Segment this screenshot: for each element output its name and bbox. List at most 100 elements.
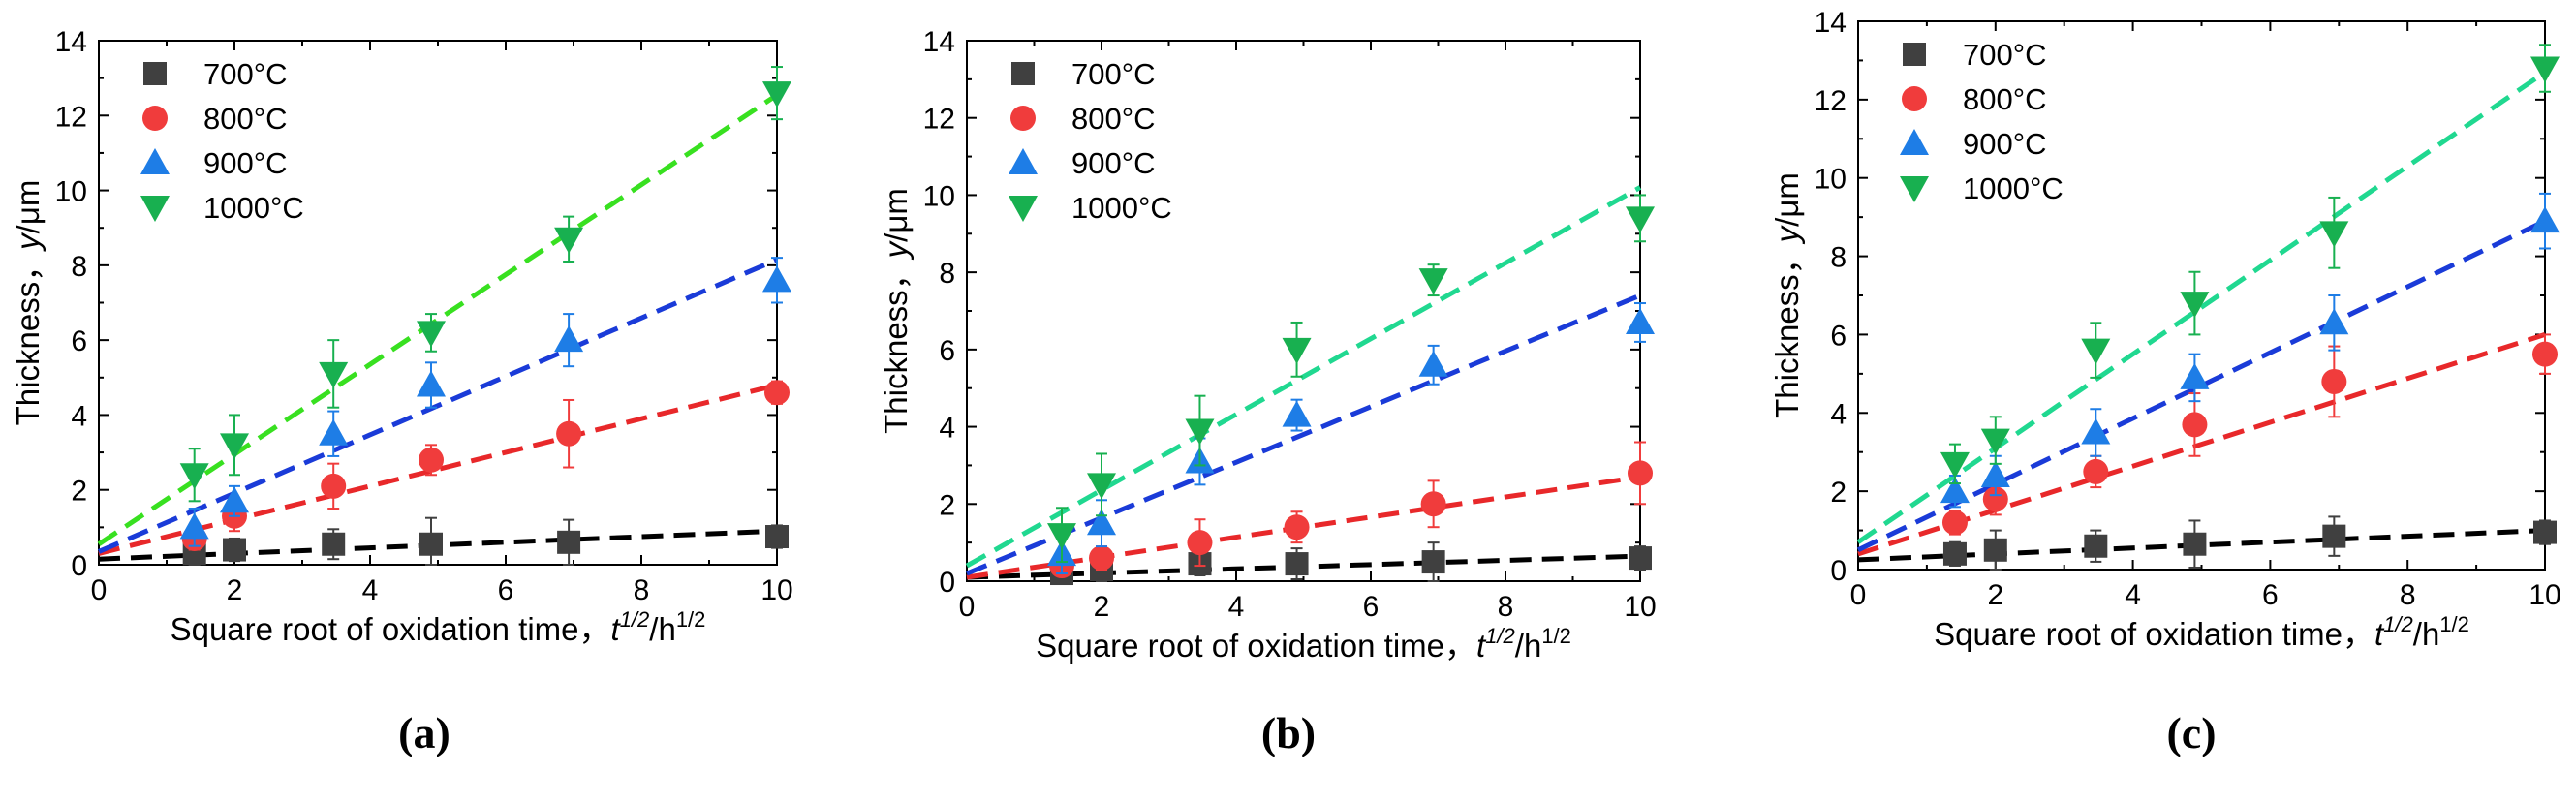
data-point-900 bbox=[417, 370, 446, 397]
y-axis-title-var: y bbox=[878, 239, 914, 260]
x-axis-title-var: t bbox=[1476, 628, 1487, 664]
fit-line-700 bbox=[1857, 528, 2546, 563]
y-tick-label: 2 bbox=[71, 476, 87, 508]
y-tick-label: 10 bbox=[1815, 164, 1847, 196]
x-axis-title: Square root of oxidation time，t1/2/h1/2 bbox=[1036, 624, 1571, 664]
data-point-900 bbox=[762, 265, 791, 293]
data-point-700 bbox=[419, 532, 443, 556]
panel-label: (a) bbox=[398, 708, 450, 757]
y-tick-label: 14 bbox=[55, 26, 87, 58]
data-point-800 bbox=[556, 420, 582, 447]
data-point-1000 bbox=[1282, 337, 1312, 364]
x-axis-title-unit-sup: 1/2 bbox=[2439, 612, 2469, 636]
data-point-1000 bbox=[2530, 56, 2560, 83]
data-point-700 bbox=[1629, 546, 1652, 571]
data-point-800 bbox=[2083, 458, 2109, 484]
data-point-700 bbox=[765, 525, 789, 549]
data-point-800 bbox=[1420, 491, 1446, 517]
data-point-700 bbox=[223, 538, 246, 562]
data-point-700 bbox=[557, 530, 581, 554]
legend-marker-800 bbox=[142, 106, 168, 131]
data-point-800 bbox=[2321, 368, 2347, 394]
y-tick-label: 10 bbox=[923, 180, 955, 212]
y-tick-label: 6 bbox=[1830, 320, 1847, 352]
y-axis-title-var: y bbox=[10, 232, 46, 252]
y-tick-label: 12 bbox=[1815, 85, 1847, 117]
x-axis-title-var-sup: 1/2 bbox=[620, 607, 650, 632]
data-point-900 bbox=[179, 512, 209, 540]
y-axis-title: Thickness，y/μm bbox=[10, 180, 46, 426]
legend-label: 900°C bbox=[1071, 146, 1156, 180]
y-axis-title-unit: /μm bbox=[878, 188, 914, 242]
data-point-700 bbox=[1983, 538, 2007, 562]
fit-line-800 bbox=[98, 383, 778, 556]
legend-marker-900 bbox=[140, 148, 170, 174]
data-point-800 bbox=[1982, 486, 2008, 512]
fit-line-900 bbox=[966, 293, 1641, 576]
legend-label: 700°C bbox=[1071, 57, 1156, 91]
legend-label: 900°C bbox=[203, 146, 288, 180]
data-point-700 bbox=[2183, 532, 2207, 556]
data-point-800 bbox=[321, 473, 347, 499]
y-tick-label: 2 bbox=[939, 489, 955, 521]
data-point-1000 bbox=[554, 227, 584, 254]
x-tick-label: 10 bbox=[1624, 591, 1656, 623]
y-tick-label: 4 bbox=[939, 413, 955, 445]
data-point-900 bbox=[220, 486, 249, 513]
data-point-800 bbox=[1089, 545, 1114, 571]
legend-label: 1000°C bbox=[1071, 191, 1172, 225]
panel-label: (c) bbox=[2166, 708, 2216, 757]
legend-label: 1000°C bbox=[203, 191, 304, 225]
y-tick-label: 14 bbox=[1815, 7, 1847, 39]
y-tick-label: 10 bbox=[55, 176, 87, 208]
data-point-800 bbox=[419, 447, 444, 473]
legend-label: 800°C bbox=[1963, 82, 2047, 116]
x-tick-label: 0 bbox=[1850, 579, 1867, 611]
legend-label: 1000°C bbox=[1963, 171, 2064, 205]
x-axis-title-unit: /h bbox=[1515, 628, 1542, 664]
data-point-800 bbox=[764, 380, 790, 406]
y-tick-label: 8 bbox=[939, 258, 955, 290]
x-tick-label: 4 bbox=[1228, 591, 1245, 623]
y-tick-label: 2 bbox=[1830, 477, 1847, 509]
x-tick-label: 10 bbox=[760, 574, 792, 606]
x-axis-title-var: t bbox=[2374, 616, 2385, 652]
x-tick-label: 4 bbox=[2125, 579, 2141, 611]
fit-line-1000 bbox=[1856, 70, 2547, 544]
x-tick-label: 8 bbox=[634, 574, 650, 606]
data-point-800 bbox=[1284, 514, 1310, 540]
x-axis-title-unit-sup: 1/2 bbox=[1541, 624, 1571, 648]
data-point-900 bbox=[2081, 417, 2111, 445]
x-axis-title-var-sup: 1/2 bbox=[1485, 624, 1515, 648]
legend-label: 800°C bbox=[203, 102, 288, 136]
panel-label: (b) bbox=[1261, 708, 1316, 757]
y-axis-title-var: y bbox=[1769, 224, 1805, 244]
y-tick-label: 14 bbox=[923, 26, 955, 58]
fit-line-800 bbox=[1857, 332, 2546, 557]
x-tick-label: 2 bbox=[227, 574, 243, 606]
x-tick-label: 8 bbox=[2400, 579, 2416, 611]
legend-marker-700 bbox=[143, 62, 167, 85]
chart-panel-3: 0 2 4 6 8 10 0 2 4 6 8 10 12 14 Square root of oxidati… bbox=[1769, 7, 2561, 757]
data-point-1000 bbox=[417, 321, 446, 348]
data-point-900 bbox=[1418, 350, 1448, 377]
x-tick-label: 0 bbox=[959, 591, 976, 623]
data-point-900 bbox=[1282, 400, 1312, 427]
y-tick-label: 8 bbox=[1830, 242, 1847, 274]
y-axis-title: Thickness，y/μm bbox=[1769, 172, 1805, 418]
legend-marker-900 bbox=[1009, 148, 1038, 174]
data-point-800 bbox=[2182, 412, 2208, 438]
legend-marker-1000 bbox=[140, 196, 170, 222]
data-point-700 bbox=[1285, 552, 1309, 576]
legend-label: 900°C bbox=[1963, 127, 2047, 161]
x-axis-title: Square root of oxidation time，t1/2/h1/2 bbox=[171, 607, 706, 647]
legend-marker-800 bbox=[1902, 86, 1927, 111]
y-tick-label: 12 bbox=[55, 101, 87, 133]
x-tick-label: 0 bbox=[91, 574, 108, 606]
data-point-1000 bbox=[1185, 418, 1215, 446]
data-point-900 bbox=[1087, 509, 1116, 536]
data-point-900 bbox=[1940, 477, 1970, 504]
y-tick-label: 6 bbox=[939, 335, 955, 367]
y-tick-label: 4 bbox=[71, 400, 87, 432]
